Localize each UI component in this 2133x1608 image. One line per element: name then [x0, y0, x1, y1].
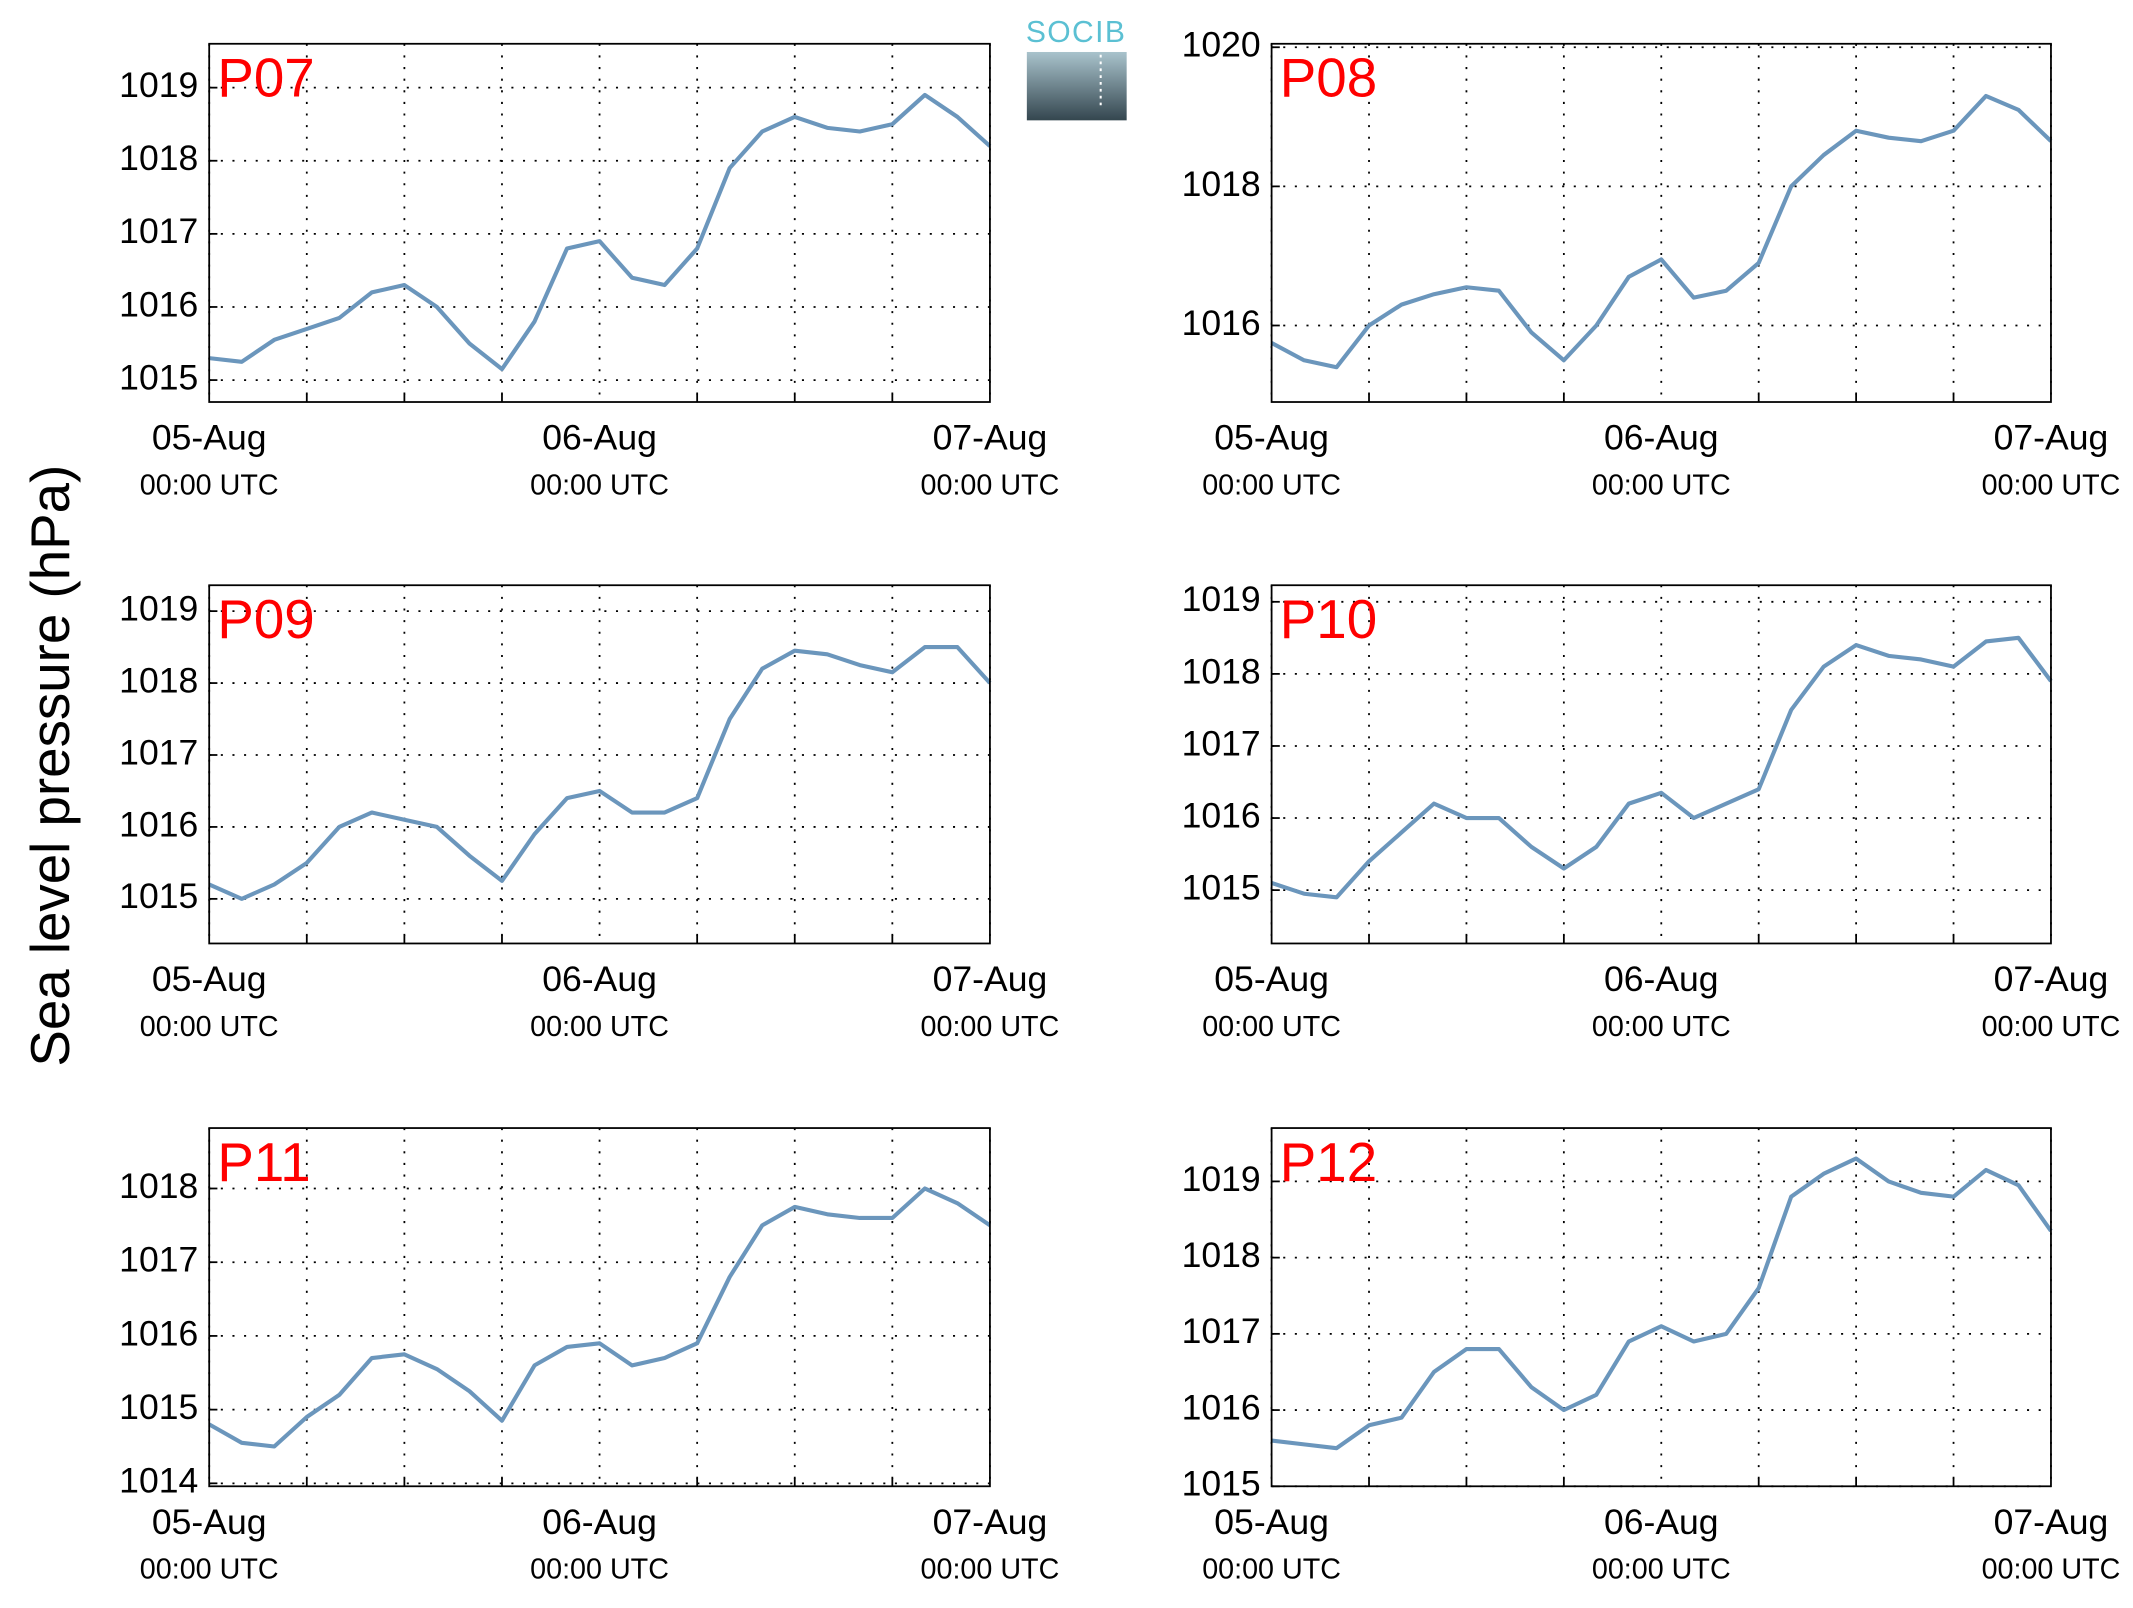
x-tick-sublabel: 00:00 UTC: [530, 1554, 669, 1586]
y-tick-label: 1018: [119, 660, 198, 700]
data-line: [208, 92, 992, 372]
y-tick-label: 1017: [119, 732, 198, 772]
y-tick-label: 1017: [1182, 723, 1261, 763]
x-tick-label: 07-Aug: [933, 959, 1048, 999]
x-tick-sublabel: 00:00 UTC: [1202, 1011, 1341, 1043]
panel: 1015 1016 1017 1018 1019 05-Aug 00:00 UTC 06-Au…: [119, 42, 1060, 501]
y-tick-label: 1016: [119, 284, 198, 324]
x-tick-label: 06-Aug: [542, 418, 657, 458]
panel: 1014 1015 1016 1017 1018 05-Aug 00:00 UTC 06-Au…: [119, 1127, 1060, 1586]
data-line: [208, 1186, 992, 1449]
plot-frame: [208, 584, 991, 945]
x-tick-label: 05-Aug: [152, 959, 267, 999]
panel-title: P11: [217, 1131, 310, 1193]
x-tick-sublabel: 00:00 UTC: [140, 1554, 279, 1586]
y-tick-label: 1018: [1182, 1235, 1261, 1275]
y-axis-label: Sea level pressure (hPa): [19, 465, 81, 1067]
x-tick-sublabel: 00:00 UTC: [140, 469, 279, 501]
data-line: [1270, 93, 2053, 370]
data-line: [208, 645, 992, 901]
y-tick-label: 1018: [119, 1166, 198, 1206]
x-tick-sublabel: 00:00 UTC: [1592, 1554, 1731, 1586]
x-tick-sublabel: 00:00 UTC: [530, 1011, 669, 1043]
y-tick-label: 1016: [1182, 303, 1261, 343]
panel: 1015 1016 1017 1018 1019 05-Aug 00:00 UTC 06-Au…: [119, 584, 1060, 1043]
y-tick-label: 1015: [119, 357, 198, 397]
panel: 1015 1016 1017 1018 1019 05-Aug 00:00 UTC 06-Au…: [1182, 579, 2121, 1043]
logo: SOCIB: [1026, 16, 1127, 121]
x-tick-label: 07-Aug: [1994, 418, 2109, 458]
panel-title: P09: [217, 588, 314, 650]
x-tick-label: 06-Aug: [1604, 959, 1719, 999]
panel-title: P10: [1280, 588, 1377, 650]
y-tick-label: 1016: [1182, 1387, 1261, 1427]
y-tick-label: 1018: [1182, 651, 1261, 691]
x-tick-sublabel: 00:00 UTC: [1592, 469, 1731, 501]
x-tick-label: 05-Aug: [1214, 418, 1329, 458]
panel-title: P08: [1280, 47, 1377, 109]
x-tick-label: 05-Aug: [152, 418, 267, 458]
x-tick-label: 07-Aug: [1994, 959, 2109, 999]
logo-block: [1026, 51, 1127, 121]
x-tick-sublabel: 00:00 UTC: [921, 1554, 1060, 1586]
data-line: [1271, 1156, 2053, 1451]
x-tick-label: 07-Aug: [1994, 1502, 2109, 1542]
x-tick-sublabel: 00:00 UTC: [140, 1011, 279, 1043]
plot-frame: [208, 1127, 991, 1488]
y-tick-label: 1017: [119, 1240, 198, 1280]
y-tick-label: 1019: [119, 589, 198, 629]
x-tick-label: 05-Aug: [1214, 959, 1329, 999]
x-tick-sublabel: 00:00 UTC: [1982, 1554, 2121, 1586]
y-tick-label: 1019: [119, 65, 198, 105]
plot-frame: [1270, 584, 2052, 945]
y-tick-label: 1014: [119, 1461, 198, 1501]
x-tick-label: 06-Aug: [542, 959, 657, 999]
x-tick-sublabel: 00:00 UTC: [921, 469, 1060, 501]
y-tick-label: 1015: [119, 1387, 198, 1427]
plot-frame: [1270, 1127, 2052, 1488]
x-tick-sublabel: 00:00 UTC: [921, 1011, 1060, 1043]
x-tick-label: 06-Aug: [542, 1502, 657, 1542]
x-tick-label: 05-Aug: [152, 1502, 267, 1542]
x-tick-label: 06-Aug: [1604, 418, 1719, 458]
x-tick-label: 07-Aug: [933, 418, 1048, 458]
x-tick-label: 07-Aug: [933, 1502, 1048, 1542]
x-tick-sublabel: 00:00 UTC: [1982, 1011, 2121, 1043]
x-tick-sublabel: 00:00 UTC: [1202, 1554, 1341, 1586]
y-tick-label: 1015: [119, 876, 198, 916]
x-tick-sublabel: 00:00 UTC: [1592, 1011, 1731, 1043]
plot-frame: [208, 42, 991, 403]
x-tick-label: 06-Aug: [1604, 1502, 1719, 1542]
y-tick-label: 1018: [119, 138, 198, 178]
x-tick-label: 05-Aug: [1214, 1502, 1329, 1542]
panel-title: P07: [217, 47, 314, 109]
data-line: [1270, 635, 2053, 900]
y-tick-label: 1017: [119, 211, 198, 251]
x-tick-sublabel: 00:00 UTC: [1982, 469, 2121, 501]
y-tick-label: 1020: [1182, 25, 1261, 65]
panel: 1016 1018 1020 05-Aug 00:00 UTC 06-Aug 00:00 U…: [1182, 25, 2121, 502]
y-tick-label: 1019: [1182, 579, 1261, 619]
y-tick-label: 1017: [1182, 1311, 1261, 1351]
y-tick-label: 1019: [1182, 1159, 1261, 1199]
y-tick-label: 1016: [119, 804, 198, 844]
y-tick-label: 1018: [1182, 164, 1261, 204]
logo-text: SOCIB: [1026, 16, 1126, 49]
y-tick-label: 1016: [1182, 795, 1261, 835]
plot-frame: [1270, 42, 2052, 403]
panel: 1015 1016 1017 1018 1019 05-Aug 00:00 UTC 06-Au…: [1182, 1127, 2121, 1586]
y-tick-label: 1016: [119, 1313, 198, 1353]
y-tick-label: 1015: [1182, 1464, 1261, 1504]
y-tick-label: 1015: [1182, 868, 1261, 908]
panel-title: P12: [1280, 1131, 1377, 1193]
x-tick-sublabel: 00:00 UTC: [1202, 469, 1341, 501]
x-tick-sublabel: 00:00 UTC: [530, 469, 669, 501]
